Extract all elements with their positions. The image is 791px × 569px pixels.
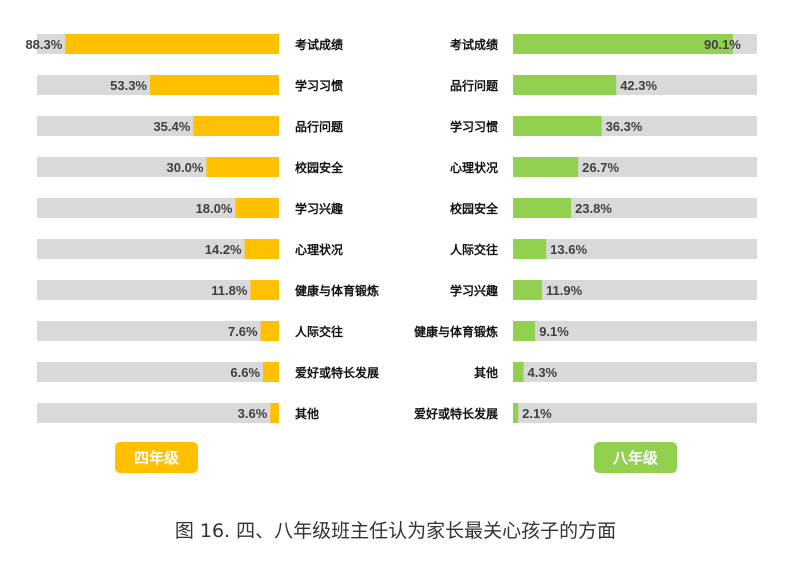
category-label: 校园安全 [450, 201, 499, 216]
bar-3 [513, 157, 579, 177]
category-label: 学习兴趣 [450, 283, 499, 298]
bar-8 [513, 362, 524, 382]
grade-badge-label: 四年级 [134, 449, 180, 467]
value-label: 2.1% [522, 406, 552, 421]
bar-track [37, 239, 279, 259]
value-label: 90.1% [704, 37, 741, 52]
value-label: 36.3% [606, 119, 643, 134]
value-label: 14.2% [205, 242, 242, 257]
bar-track [37, 280, 279, 300]
bar-5 [244, 239, 279, 259]
value-label: 11.8% [211, 283, 248, 298]
value-label: 6.6% [230, 365, 260, 380]
category-label: 品行问题 [450, 78, 499, 93]
bar-1 [150, 75, 279, 95]
bar-track [513, 198, 757, 218]
value-label: 3.6% [238, 406, 268, 421]
category-label: 人际交往 [450, 242, 498, 257]
bar-track [37, 403, 279, 423]
value-label: 7.6% [228, 324, 258, 339]
bar-9 [270, 403, 279, 423]
bar-3 [206, 157, 279, 177]
bar-track [37, 321, 279, 341]
bar-track [37, 362, 279, 382]
bar-4 [513, 198, 572, 218]
category-label: 学习习惯 [295, 78, 343, 93]
bar-2 [193, 116, 279, 136]
bar-5 [513, 239, 547, 259]
grade-badge-label: 八年级 [612, 449, 659, 467]
value-label: 88.3% [25, 37, 62, 52]
value-label: 26.7% [582, 160, 619, 175]
value-label: 18.0% [196, 201, 233, 216]
value-label: 30.0% [167, 160, 204, 175]
value-label: 4.3% [527, 365, 557, 380]
category-label: 其他 [474, 365, 498, 380]
category-label: 心理状况 [295, 242, 343, 257]
value-label: 23.8% [575, 201, 612, 216]
bar-9 [513, 403, 519, 423]
bar-6 [250, 280, 279, 300]
bar-2 [513, 116, 602, 136]
bar-track [37, 198, 279, 218]
bar-0 [513, 34, 733, 54]
category-label: 爱好或特长发展 [295, 365, 379, 380]
bar-0 [65, 34, 280, 54]
category-label: 爱好或特长发展 [414, 406, 498, 421]
grade-badge [115, 442, 198, 473]
category-label: 考试成绩 [295, 37, 343, 52]
bar-6 [513, 280, 543, 300]
category-label: 校园安全 [295, 160, 344, 175]
value-label: 42.3% [620, 78, 657, 93]
value-label: 13.6% [550, 242, 587, 257]
bar-7 [260, 321, 279, 341]
bar-1 [513, 75, 617, 95]
bar-track [513, 280, 757, 300]
category-label: 学习兴趣 [295, 201, 344, 216]
category-label: 心理状况 [450, 160, 498, 175]
figure-caption: 图 16. 四、八年级班主任认为家长最关心孩子的方面 [174, 520, 617, 542]
category-label: 考试成绩 [450, 37, 498, 52]
value-label: 11.9% [546, 283, 583, 298]
value-label: 53.3% [110, 78, 147, 93]
bar-7 [513, 321, 536, 341]
category-label: 学习习惯 [450, 119, 498, 134]
category-label: 其他 [295, 406, 319, 421]
bar-8 [263, 362, 279, 382]
category-label: 健康与体育锻炼 [414, 324, 498, 339]
category-label: 健康与体育锻炼 [295, 283, 379, 298]
bar-track [513, 321, 757, 341]
category-label: 品行问题 [295, 119, 344, 134]
value-label: 35.4% [153, 119, 190, 134]
grade-badge [594, 442, 677, 473]
bar-track [513, 362, 757, 382]
bar-track [513, 403, 757, 423]
bar-track [513, 239, 757, 259]
category-label: 人际交往 [295, 324, 343, 339]
value-label: 9.1% [539, 324, 569, 339]
bar-4 [235, 198, 279, 218]
